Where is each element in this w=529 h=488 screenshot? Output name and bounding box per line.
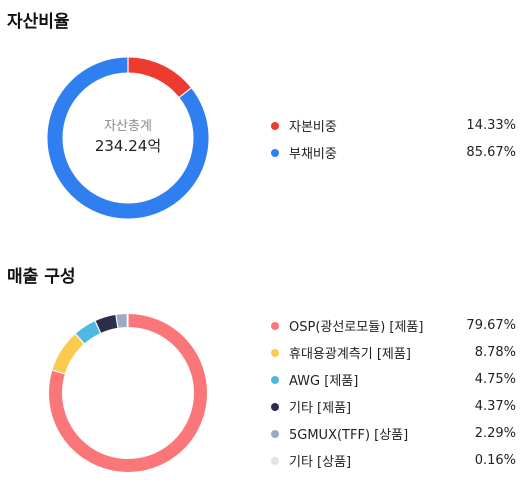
legend-item-other-goods: 기타 [상품] 0.16%	[268, 447, 516, 474]
legend-label: 부채비중	[289, 147, 337, 162]
legend-item-portable-meter: 휴대용광계측기 [제품] 8.78%	[268, 339, 516, 366]
legend-value: 79.67%	[466, 318, 516, 333]
legend-item-liabilities: 부채비중 85.67%	[268, 139, 516, 166]
donut-slice-0	[49, 314, 207, 472]
donut-slice-3	[95, 314, 119, 334]
donut-separator-1	[52, 369, 65, 375]
total-assets-caption: 자산총계	[104, 119, 152, 134]
legend-item-equity: 자본비중 14.33%	[268, 112, 516, 139]
legend-dot	[271, 402, 279, 411]
donut-slice-1	[52, 333, 85, 375]
legend-dot	[271, 429, 279, 438]
legend-item-osp: OSP(광선로모듈) [제품] 79.67%	[268, 312, 516, 339]
legend-value: 4.37%	[474, 399, 516, 414]
donut-separator-3	[94, 320, 102, 334]
legend-label: 자본비중	[289, 120, 337, 135]
legend-value: 8.78%	[474, 345, 516, 360]
donut-slice-0	[127, 57, 192, 98]
legend-item-5gmux: 5GMUX(TFF) [상품] 2.29%	[268, 420, 516, 447]
donut-separator-4	[115, 314, 119, 328]
legend-label: 5GMUX(TFF) [상품]	[289, 428, 409, 443]
revenue-composition-title: 매출 구성	[7, 267, 76, 287]
legend-value: 2.29%	[474, 426, 516, 441]
donut-slice-2	[75, 321, 101, 344]
legend-value: 4.75%	[474, 372, 516, 387]
legend-dot	[271, 348, 279, 357]
legend-item-awg: AWG [제품] 4.75%	[268, 366, 516, 393]
donut-separator-2	[75, 333, 85, 345]
legend-dot	[271, 456, 279, 465]
asset-ratio-legend: 자본비중 14.33% 부채비중 85.67%	[268, 112, 516, 166]
donut-separator-1	[178, 87, 192, 98]
donut-slice-4	[115, 314, 128, 328]
legend-value: 14.33%	[466, 118, 516, 133]
legend-label: 휴대용광계측기 [제품]	[289, 347, 411, 362]
asset-ratio-title: 자산비율	[7, 12, 70, 32]
legend-value: 85.67%	[466, 145, 516, 160]
legend-label: AWG [제품]	[289, 374, 359, 389]
donut-slice-1	[47, 57, 209, 219]
legend-dot	[271, 148, 279, 157]
revenue-composition-legend: OSP(광선로모듈) [제품] 79.67% 휴대용광계측기 [제품] 8.78…	[268, 312, 516, 474]
legend-item-other-products: 기타 [제품] 4.37%	[268, 393, 516, 420]
revenue-composition-donut-chart	[49, 313, 207, 472]
legend-label: 기타 [상품]	[289, 455, 352, 470]
asset-ratio-donut-chart	[47, 57, 209, 219]
legend-dot	[271, 321, 279, 330]
legend-value: 0.16%	[474, 453, 516, 468]
legend-dot	[271, 375, 279, 384]
legend-dot	[271, 121, 279, 130]
legend-label: 기타 [제품]	[289, 401, 352, 416]
total-assets-value: 234.24억	[94, 137, 162, 155]
legend-label: OSP(광선로모듈) [제품]	[289, 320, 424, 335]
